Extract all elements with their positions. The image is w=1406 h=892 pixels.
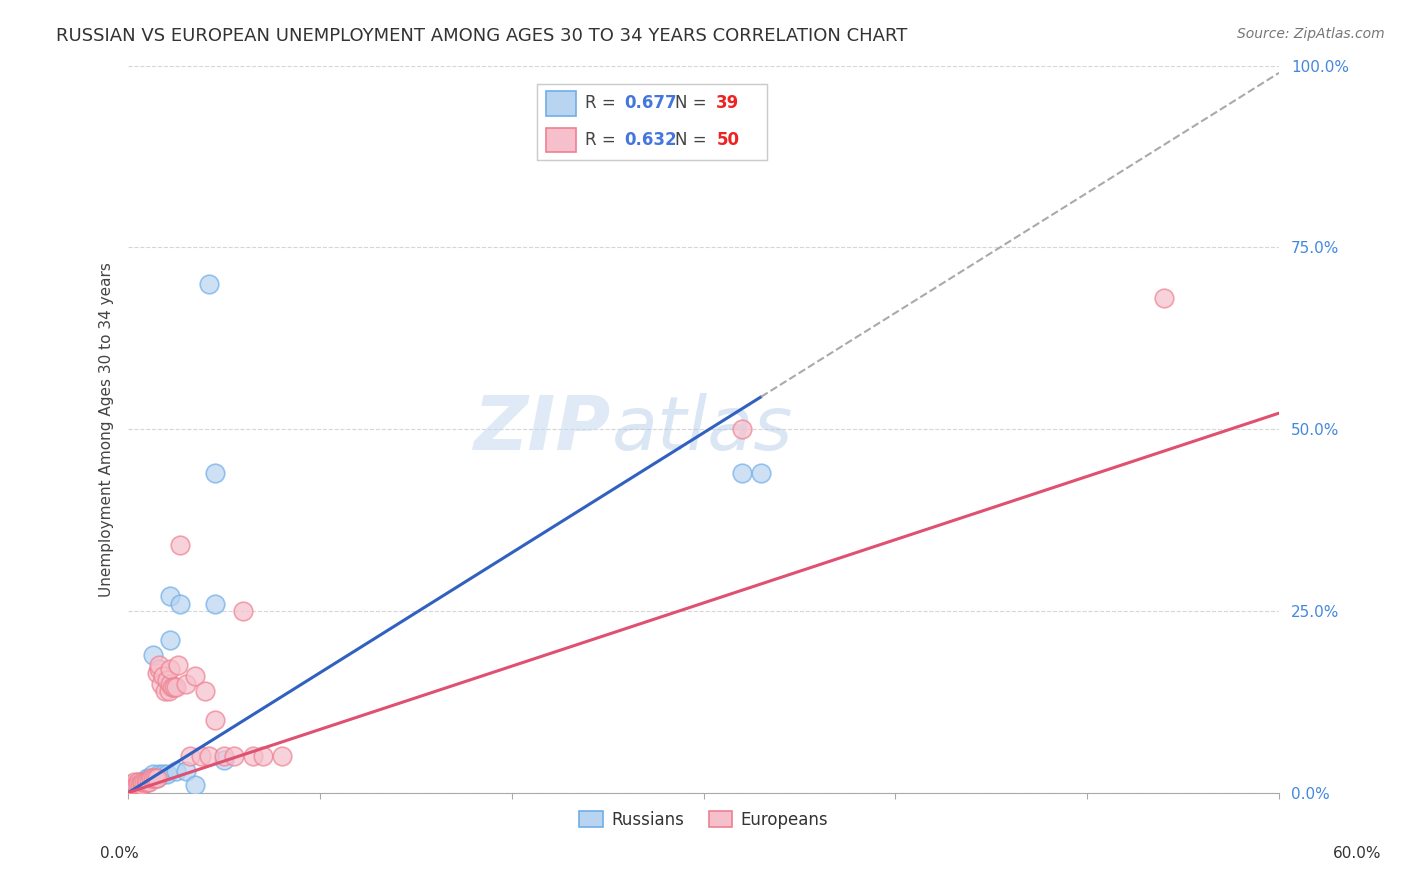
Point — [167, 658, 190, 673]
Point — [138, 771, 160, 785]
Point — [142, 648, 165, 662]
Point — [127, 778, 149, 792]
Point — [125, 778, 148, 792]
Point — [165, 764, 187, 778]
Point — [121, 780, 143, 794]
Point — [731, 422, 754, 436]
Point — [120, 778, 142, 792]
Point — [169, 538, 191, 552]
Point — [157, 684, 180, 698]
Point — [136, 771, 159, 785]
Point — [242, 749, 264, 764]
Point — [204, 713, 226, 727]
Point — [148, 662, 170, 676]
Point — [179, 749, 201, 764]
Text: atlas: atlas — [612, 393, 793, 465]
Text: ZIP: ZIP — [474, 392, 612, 466]
Point — [131, 774, 153, 789]
Point — [148, 767, 170, 781]
Point — [131, 778, 153, 792]
Point — [142, 767, 165, 781]
Point — [749, 466, 772, 480]
Point — [128, 777, 150, 791]
Point — [131, 778, 153, 792]
Point — [122, 778, 145, 792]
Point — [128, 778, 150, 792]
Point — [184, 669, 207, 683]
Point — [204, 597, 226, 611]
Point — [120, 782, 142, 797]
Point — [152, 767, 174, 781]
Point — [152, 669, 174, 683]
Point — [155, 673, 177, 687]
Point — [162, 680, 184, 694]
Point — [127, 774, 149, 789]
Point — [212, 753, 235, 767]
Point — [163, 680, 186, 694]
Point — [159, 590, 181, 604]
Text: 60.0%: 60.0% — [1333, 847, 1381, 861]
Point — [184, 778, 207, 792]
Point — [146, 771, 169, 785]
Point — [120, 778, 142, 792]
Point — [132, 774, 155, 789]
Point — [174, 764, 197, 778]
Point — [165, 680, 187, 694]
Point — [121, 778, 143, 792]
Point — [174, 676, 197, 690]
Y-axis label: Unemployment Among Ages 30 to 34 years: Unemployment Among Ages 30 to 34 years — [100, 261, 114, 597]
Point — [132, 774, 155, 789]
Point — [222, 749, 245, 764]
Point — [159, 676, 181, 690]
Point — [120, 778, 142, 792]
Point — [148, 658, 170, 673]
Point — [127, 774, 149, 789]
Point — [131, 774, 153, 789]
Point — [212, 749, 235, 764]
Point — [270, 749, 292, 764]
Point — [141, 771, 163, 785]
Point — [120, 778, 142, 792]
Point — [134, 774, 156, 789]
Point — [232, 604, 254, 618]
Point — [122, 774, 145, 789]
Point — [159, 662, 181, 676]
Point — [122, 778, 145, 792]
Text: RUSSIAN VS EUROPEAN UNEMPLOYMENT AMONG AGES 30 TO 34 YEARS CORRELATION CHART: RUSSIAN VS EUROPEAN UNEMPLOYMENT AMONG A… — [56, 27, 908, 45]
Point — [125, 778, 148, 792]
Point — [134, 774, 156, 789]
Point — [136, 774, 159, 789]
Point — [198, 277, 221, 291]
Point — [731, 466, 754, 480]
Point — [159, 632, 181, 647]
Point — [125, 777, 148, 791]
Point — [198, 749, 221, 764]
Legend: Russians, Europeans: Russians, Europeans — [572, 804, 835, 835]
Point — [252, 749, 274, 764]
Text: 0.0%: 0.0% — [100, 847, 139, 861]
Text: Source: ZipAtlas.com: Source: ZipAtlas.com — [1237, 27, 1385, 41]
Point — [146, 665, 169, 680]
Point — [121, 780, 143, 794]
Point — [1153, 291, 1175, 305]
Point — [146, 771, 169, 785]
Point — [149, 676, 172, 690]
Point — [204, 466, 226, 480]
Point — [142, 771, 165, 785]
Point — [141, 771, 163, 785]
Point — [127, 778, 149, 792]
Point — [190, 749, 212, 764]
Point — [122, 780, 145, 794]
Point — [121, 778, 143, 792]
Point — [153, 684, 176, 698]
Point — [128, 778, 150, 792]
Point — [143, 771, 166, 785]
Point — [155, 767, 177, 781]
Point — [169, 597, 191, 611]
Point — [194, 684, 217, 698]
Point — [136, 774, 159, 789]
Point — [138, 774, 160, 789]
